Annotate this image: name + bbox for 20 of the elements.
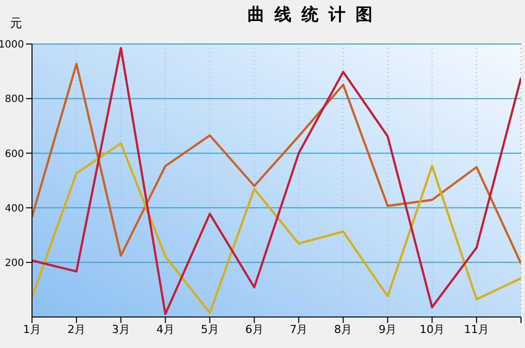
y-tick-label: 200: [4, 258, 24, 269]
y-axis-title: 元: [10, 15, 22, 32]
x-tick-label: 5月: [200, 322, 219, 336]
line-series: [32, 142, 521, 314]
x-tick-label: 1月: [23, 322, 41, 336]
x-tick-label: 10月: [420, 322, 445, 336]
x-tick-label: 3月: [112, 322, 130, 336]
x-tick-label: 9月: [378, 322, 397, 336]
line-series: [32, 62, 521, 265]
x-tick-label: 2月: [67, 322, 86, 336]
y-tick-label: 600: [4, 148, 24, 160]
x-tick-label: 4月: [156, 322, 174, 336]
x-tick-label: 11月: [464, 322, 490, 336]
y-tick-label: 800: [4, 94, 24, 106]
y-tick-label: 400: [4, 203, 24, 214]
y-tick-label: 1000: [0, 40, 24, 51]
chart-title: 曲线统计图: [246, 4, 384, 26]
x-tick-label: 7月: [290, 322, 308, 336]
x-tick-label: 8月: [334, 322, 352, 336]
x-tick-label: 6月: [245, 322, 264, 336]
